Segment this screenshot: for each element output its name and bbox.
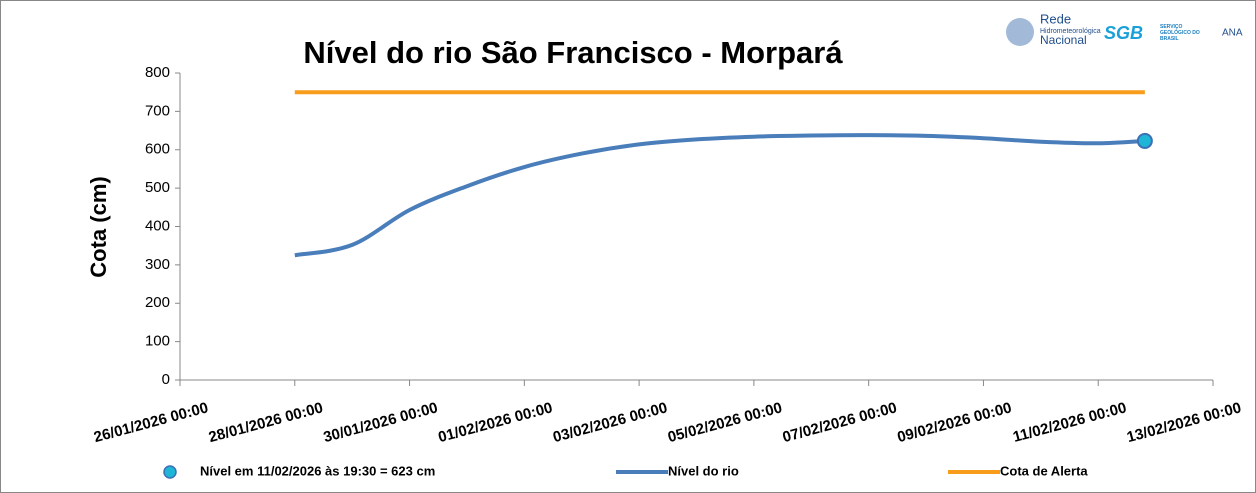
line-series — [294, 133, 1145, 258]
legend-marker — [163, 465, 177, 479]
logo-text: Rede — [1040, 11, 1071, 26]
y-tick-label: 500 — [145, 179, 170, 196]
y-tick-label: 600 — [145, 141, 170, 158]
logo-text: Nacional — [1040, 33, 1087, 47]
y-tick-label: 300 — [145, 256, 170, 273]
y-tick-label: 0 — [162, 371, 170, 388]
legend-label: Nível em 11/02/2026 às 19:30 = 623 cm — [200, 463, 435, 478]
y-tick-label: 100 — [145, 333, 170, 350]
logo-text: Hidrometeorológica — [1040, 28, 1101, 35]
logo-text: SERVIÇO GEOLÓGICO DO BRASIL — [1160, 24, 1200, 42]
legend-label: Cota de Alerta — [1000, 463, 1088, 478]
logo-box: SERVIÇO GEOLÓGICO DO BRASIL — [1160, 24, 1200, 42]
chart-title: Nível do rio São Francisco - Morpará — [303, 35, 843, 70]
logo-text: ANA — [1222, 28, 1243, 39]
point-marker — [1136, 132, 1153, 149]
legend-label: Nível do rio — [668, 463, 739, 478]
logo-icon — [1006, 18, 1034, 46]
y-tick-label: 400 — [145, 217, 170, 234]
logo-text: SGB — [1104, 23, 1143, 43]
y-tick-label: 200 — [145, 294, 170, 311]
y-tick-label: 700 — [145, 102, 170, 119]
y-axis-label: Cota (cm) — [86, 176, 111, 277]
logos: Rede Hidrometeorológica Nacional SGB SER… — [1006, 11, 1243, 47]
y-tick-label: 800 — [145, 64, 170, 81]
